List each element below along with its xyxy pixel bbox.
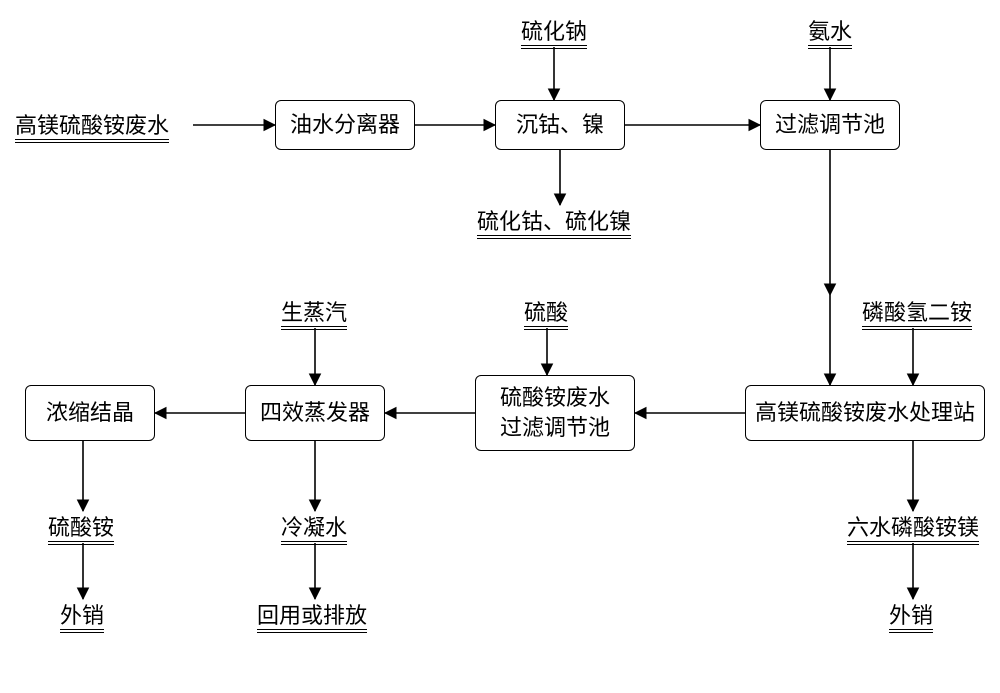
label-output-condensate: 冷凝水 [281, 516, 347, 545]
label-input-wastewater: 高镁硫酸铵废水 [15, 114, 169, 143]
node-filter-adjust-tank-1: 过滤调节池 [760, 100, 900, 150]
flowchart-canvas: 高镁硫酸铵废水 硫化钠 氨水 硫化钴、硫化镍 磷酸氢二铵 生蒸汽 硫酸 六水磷酸… [0, 0, 1000, 693]
label-input-ammonia: 氨水 [808, 20, 852, 49]
label-input-na2s: 硫化钠 [521, 20, 587, 49]
label-input-dap: 磷酸氢二铵 [862, 301, 972, 330]
node-quad-effect-evaporator: 四效蒸发器 [245, 385, 385, 441]
label-output-sale-left: 外销 [60, 604, 104, 633]
label-input-h2so4: 硫酸 [524, 301, 568, 330]
label-output-ammonium-sulfate: 硫酸铵 [48, 516, 114, 545]
node-oil-water-separator: 油水分离器 [275, 100, 415, 150]
label-output-mgnh4po4: 六水磷酸铵镁 [847, 516, 979, 545]
label-output-reuse: 回用或排放 [257, 604, 367, 633]
node-concentrate-crystallize: 浓缩结晶 [25, 385, 155, 441]
label-output-sale-right: 外销 [889, 604, 933, 633]
label-input-steam: 生蒸汽 [281, 301, 347, 330]
label-output-sulfides: 硫化钴、硫化镍 [477, 210, 631, 239]
node-cobalt-nickel-precipitation: 沉钴、镍 [495, 100, 625, 150]
node-filter-adjust-tank-2: 硫酸铵废水过滤调节池 [475, 375, 635, 451]
node-wastewater-treatment-station: 高镁硫酸铵废水处理站 [745, 385, 985, 441]
